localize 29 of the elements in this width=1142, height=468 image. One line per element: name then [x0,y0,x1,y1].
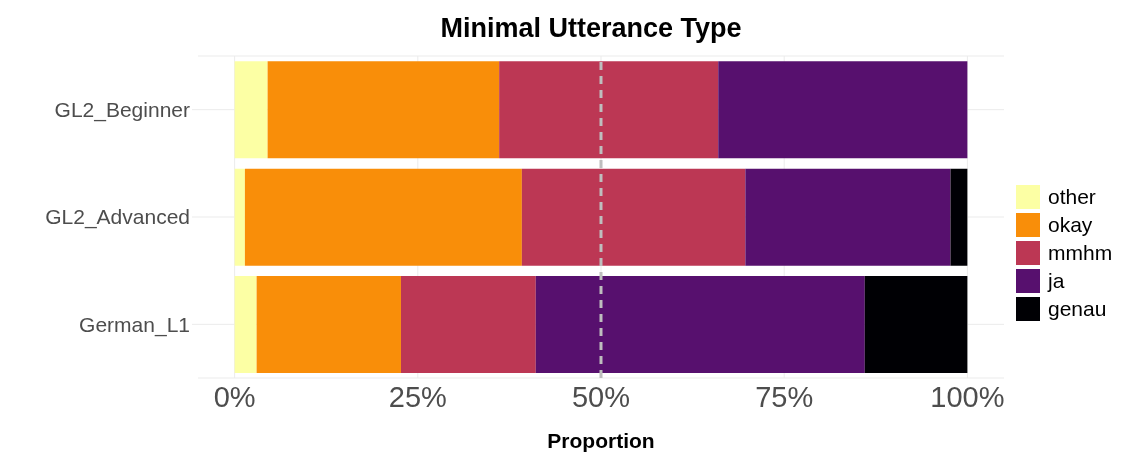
bar [864,276,968,374]
bar [256,276,401,374]
bar [234,168,245,266]
bar [499,61,719,159]
y-tick-label: German_L1 [79,312,190,337]
bar [950,168,968,266]
bar [535,276,865,374]
bar [521,168,746,266]
bar [234,61,268,159]
x-tick-label: 25% [388,380,447,413]
bar [718,61,968,159]
chart-title: Minimal Utterance Type [439,12,743,45]
bar [745,168,951,266]
x-axis-title: Proportion [547,429,655,452]
x-tick-label: 75% [755,380,814,413]
legend-label: okay [1048,213,1093,237]
legend-label: mmhm [1048,241,1113,265]
y-tick-label: GL2_Advanced [45,205,190,230]
x-tick-label: 0% [213,380,256,413]
bar [400,276,536,374]
legend-label: genau [1048,297,1107,321]
legend-label: ja [1048,269,1065,293]
legend-label: other [1048,185,1096,209]
x-tick-label: 100% [930,380,1005,413]
bar [267,61,500,159]
y-tick-label: GL2_Beginner [54,98,190,123]
bar [244,168,522,266]
bar [234,276,257,374]
x-tick-label: 50% [571,380,631,413]
